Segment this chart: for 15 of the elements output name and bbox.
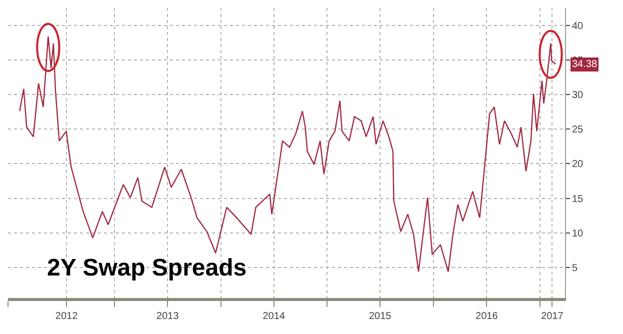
annotation: 34.38 bbox=[572, 59, 598, 70]
x-tick-label: 2015 bbox=[368, 311, 392, 322]
x-tick-label: 2012 bbox=[55, 311, 78, 322]
y-tick-label: 15 bbox=[572, 194, 584, 205]
y-tick-label: 30 bbox=[572, 90, 584, 102]
y-tick-label: 10 bbox=[572, 228, 584, 240]
y-tick-label: 40 bbox=[572, 20, 584, 32]
y-tick-label: 5 bbox=[572, 263, 578, 274]
x-tick-label: 2017 bbox=[541, 311, 564, 322]
x-tick-label: 2013 bbox=[156, 311, 180, 322]
x-tick-label: 2014 bbox=[262, 311, 286, 322]
y-tick-label: 25 bbox=[572, 124, 584, 136]
text: 2Y Swap Spreads bbox=[46, 254, 247, 282]
x-tick-label: 2016 bbox=[476, 311, 498, 322]
y-tick-label: 20 bbox=[572, 159, 584, 170]
